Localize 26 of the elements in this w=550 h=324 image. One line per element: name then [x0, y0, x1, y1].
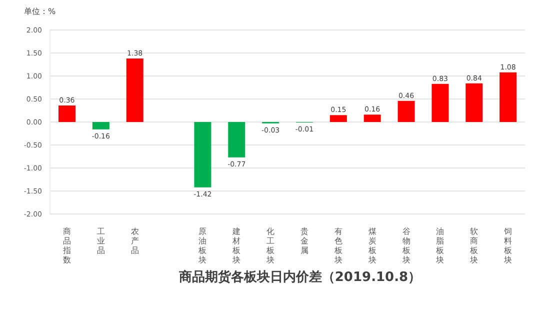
x-tick-label: 商品指数 [62, 227, 71, 264]
bar [126, 58, 144, 122]
x-tick-label: 饲料板块 [503, 227, 512, 264]
bar [466, 83, 483, 122]
x-tick-label: 煤炭板块 [367, 227, 376, 264]
x-tick-label: 化工板块 [266, 227, 275, 264]
x-tick-label: 农产品 [130, 227, 139, 255]
text: 商品期货各板块日内价差（2019.10.8） [178, 268, 422, 286]
x-tick-label: 贵金属 [300, 227, 308, 255]
x-tick-label: 软商板块 [469, 227, 478, 264]
bar [500, 72, 517, 122]
bar [364, 114, 381, 122]
bar [194, 122, 212, 188]
x-tick-label: 工业品 [96, 227, 105, 255]
bar [228, 122, 246, 158]
bar [58, 105, 76, 122]
x-tick-label: 建材板块 [232, 227, 241, 264]
bar [92, 122, 110, 130]
y-axis-title: 单位：% [24, 6, 56, 17]
bar [432, 84, 449, 122]
bar [330, 115, 347, 122]
x-tick-label: 有色板块 [333, 227, 342, 264]
x-tick-label: 原油板块 [198, 227, 207, 264]
bar [398, 100, 415, 122]
x-tick-label: 油脂板块 [435, 227, 444, 264]
x-tick-label: 谷物板块 [401, 227, 410, 264]
